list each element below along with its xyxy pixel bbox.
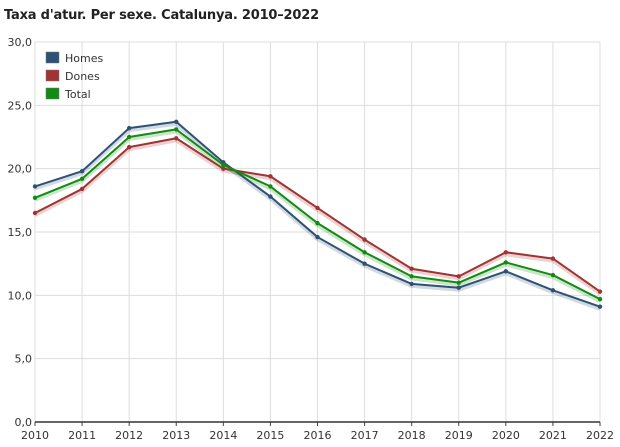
x-tick-label: 2019 (445, 429, 473, 442)
chart-title: Taxa d'atur. Per sexe. Catalunya. 2010–2… (4, 8, 319, 23)
data-point[interactable] (409, 266, 414, 271)
data-point[interactable] (221, 166, 226, 171)
data-point[interactable] (409, 281, 414, 287)
data-point[interactable] (174, 119, 179, 125)
data-point[interactable] (268, 174, 273, 179)
legend-label: Dones (65, 70, 100, 83)
x-tick-label: 2017 (351, 429, 379, 442)
data-point[interactable] (503, 250, 509, 255)
data-point[interactable] (32, 210, 38, 216)
legend-item-total[interactable]: Total (45, 87, 91, 101)
data-point[interactable] (362, 237, 367, 242)
grid-lines (34, 41, 601, 423)
y-tick-label: 25,0 (8, 99, 33, 112)
y-tick-label: 15,0 (8, 226, 33, 239)
x-tick-label: 2021 (539, 429, 567, 442)
x-tick-label: 2014 (209, 429, 237, 442)
data-point[interactable] (221, 162, 226, 168)
legend: Homes Dones Total (45, 51, 103, 101)
legend-swatch (45, 69, 60, 82)
x-tick-label: 2022 (586, 429, 614, 442)
data-point[interactable] (174, 127, 179, 132)
data-point[interactable] (550, 288, 556, 293)
x-axis-tick-labels: 2010 2011 2012 2013 2014 2015 2016 2017 2018 2019… (21, 429, 614, 442)
data-point[interactable] (550, 256, 556, 261)
data-point[interactable] (79, 186, 85, 192)
data-point[interactable] (597, 296, 603, 302)
legend-item-dones[interactable]: Dones (45, 69, 100, 83)
data-point[interactable] (268, 194, 273, 199)
data-point[interactable] (126, 134, 132, 140)
data-point[interactable] (597, 289, 603, 294)
data-point[interactable] (268, 184, 273, 189)
data-point[interactable] (362, 261, 367, 266)
x-tick-label: 2015 (256, 429, 284, 442)
data-point[interactable] (409, 274, 414, 279)
data-point[interactable] (315, 220, 320, 226)
data-point[interactable] (126, 125, 132, 131)
data-point[interactable] (79, 176, 85, 181)
x-tick-label: 2020 (492, 429, 520, 442)
data-point[interactable] (362, 250, 367, 255)
data-point[interactable] (503, 269, 509, 274)
x-tick-label: 2016 (304, 429, 332, 442)
series-layer (32, 119, 603, 311)
data-point[interactable] (503, 260, 509, 265)
legend-swatch (45, 51, 60, 64)
x-tick-label: 2018 (398, 429, 426, 442)
x-tick-label: 2013 (162, 429, 190, 442)
data-point[interactable] (456, 274, 461, 279)
y-tick-label: 30,0 (8, 36, 33, 49)
legend-item-homes[interactable]: Homes (45, 51, 103, 65)
series-homes (32, 119, 603, 311)
x-tick-label: 2010 (21, 429, 49, 442)
y-tick-label: 10,0 (8, 289, 33, 302)
data-point[interactable] (550, 272, 556, 278)
y-tick-label: 20,0 (8, 163, 33, 176)
series-dones (32, 136, 603, 296)
data-point[interactable] (79, 169, 85, 174)
data-point[interactable] (32, 184, 38, 189)
data-point[interactable] (174, 136, 179, 141)
x-tick-label: 2012 (115, 429, 143, 442)
data-point[interactable] (126, 144, 132, 150)
legend-label: Total (64, 88, 91, 101)
series-total (32, 127, 603, 303)
legend-label: Homes (65, 52, 103, 65)
data-point[interactable] (456, 285, 461, 290)
legend-swatch (45, 87, 60, 100)
data-point[interactable] (456, 280, 461, 285)
x-tick-label: 2011 (68, 429, 96, 442)
data-point[interactable] (315, 234, 320, 240)
axes (34, 421, 601, 426)
y-tick-label: 0,0 (15, 416, 33, 429)
data-point[interactable] (315, 205, 320, 211)
data-point[interactable] (32, 195, 38, 200)
y-axis-tick-labels: 0,0 5,0 10,0 15,0 20,0 25,0 30,0 (8, 36, 33, 429)
y-tick-label: 5,0 (15, 353, 33, 366)
data-point[interactable] (597, 304, 603, 309)
